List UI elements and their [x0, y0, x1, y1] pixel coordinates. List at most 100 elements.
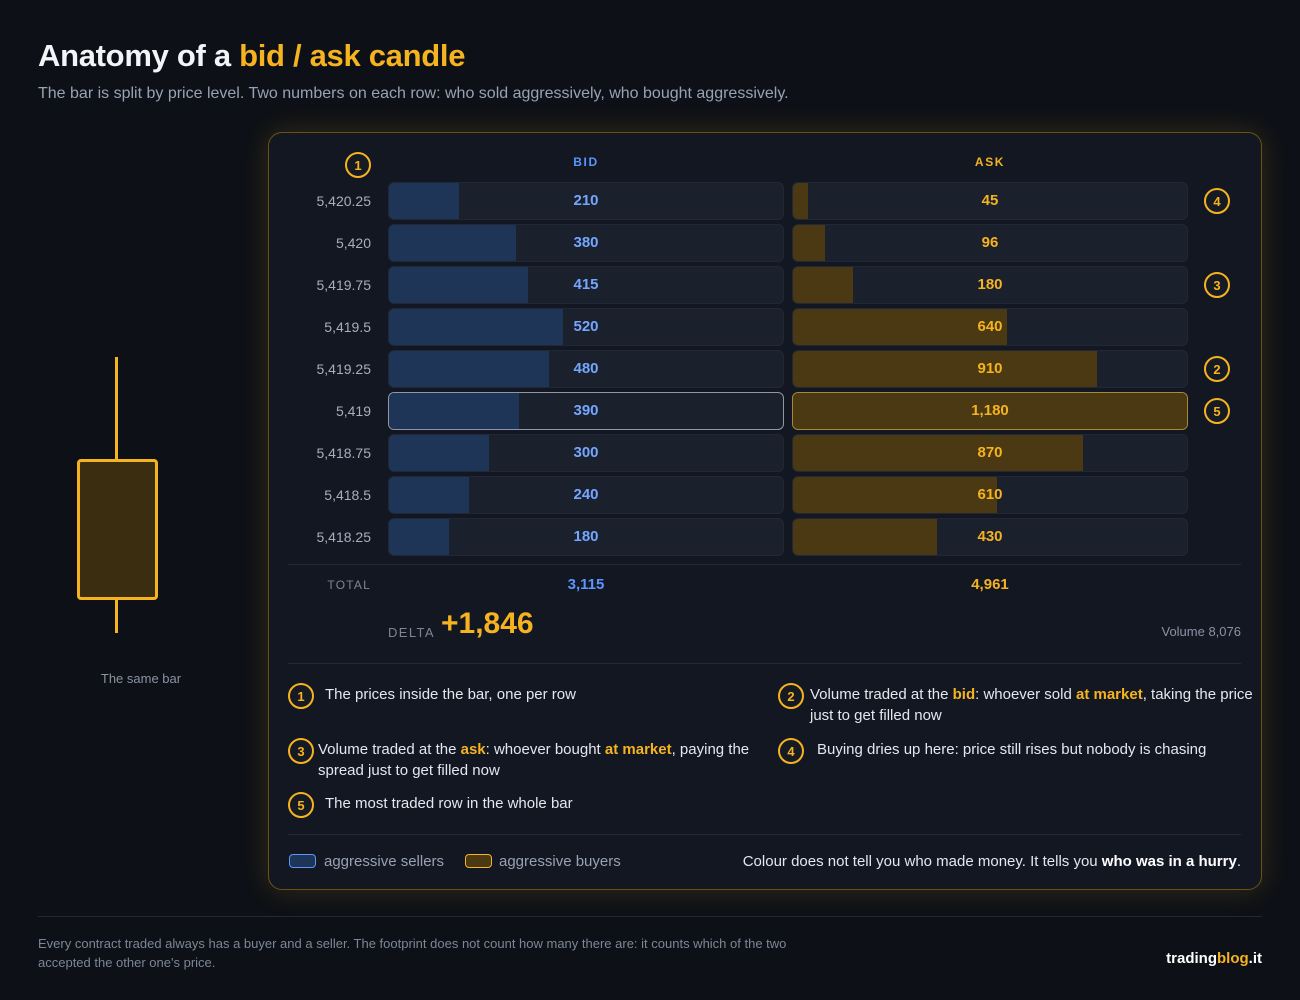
ask-volume-bar	[793, 183, 808, 219]
badge-5: 5	[1204, 398, 1230, 424]
candle-lower-wick	[115, 598, 118, 633]
ask-volume-value: 45	[981, 192, 999, 209]
totals-divider	[288, 564, 1241, 565]
ask-volume-bar	[793, 267, 853, 303]
tagline-bold: who was in a hurry	[1101, 853, 1237, 870]
notes-divider	[288, 663, 1241, 664]
bid-volume-bar	[389, 351, 549, 387]
bid-volume-bar	[389, 477, 469, 513]
price-row: 5,420 380 96	[288, 224, 1248, 262]
price-level: 5,419.25	[316, 361, 372, 377]
total-bid: 3,115	[567, 576, 605, 593]
note-badge-3: 3	[288, 738, 314, 764]
badge-4: 4	[1204, 188, 1230, 214]
title-accent: bid / ask candle	[239, 38, 466, 73]
brand-main: trading	[1166, 950, 1217, 967]
tagline-end: .	[1236, 853, 1241, 870]
legend-sellers: aggressive sellers	[324, 853, 445, 870]
brand-tld: .it	[1248, 950, 1262, 967]
ask-volume-cell: 180	[792, 266, 1188, 304]
ask-volume-bar	[793, 351, 1097, 387]
price-row: 5,419.5 520 640	[288, 308, 1248, 346]
brand-accent: blog	[1217, 950, 1249, 967]
note-fragment: Volume traded at the	[810, 686, 953, 703]
note-fragment: , paying the spread just to get filled n…	[318, 741, 750, 779]
price-row: 5,419.75 415 180 3	[288, 266, 1248, 304]
total-ask: 4,961	[971, 576, 1009, 593]
price-row: 5,419.25 480 910 2	[288, 350, 1248, 388]
note-highlight: bid	[952, 686, 976, 703]
bid-volume-cell: 180	[388, 518, 784, 556]
bid-volume-bar	[389, 309, 563, 345]
badge-2: 2	[1204, 356, 1230, 382]
brand-logo: tradingblog.it	[1166, 950, 1262, 967]
bid-volume-cell: 380	[388, 224, 784, 262]
candle-caption: The same bar	[100, 671, 182, 686]
note-badge-1: 1	[288, 683, 314, 709]
price-level: 5,420.25	[316, 193, 372, 209]
ask-volume-cell: 910	[792, 350, 1188, 388]
badge-prices: 1	[345, 152, 371, 178]
note-badge-2: 2	[778, 683, 804, 709]
tagline: Colour does not tell you who made money.…	[743, 853, 1241, 870]
price-level: 5,418.75	[316, 445, 372, 461]
price-row: 5,418.25 180 430	[288, 518, 1248, 556]
bid-volume-value: 210	[573, 192, 599, 209]
bid-volume-value: 415	[573, 276, 599, 293]
bid-volume-value: 480	[573, 360, 599, 377]
footer-divider	[38, 916, 1262, 917]
ask-volume-value: 430	[977, 528, 1003, 545]
ask-volume-bar	[793, 519, 937, 555]
bid-volume-cell: 480	[388, 350, 784, 388]
price-level: 5,419.75	[316, 277, 372, 293]
bid-volume-bar	[389, 225, 516, 261]
candle-body	[77, 459, 158, 600]
bid-volume-value: 300	[573, 444, 599, 461]
bid-volume-bar	[389, 183, 459, 219]
bid-column-header: BID	[573, 155, 599, 169]
volume-total: Volume 8,076	[1161, 624, 1241, 639]
ask-volume-bar	[793, 309, 1007, 345]
ask-volume-cell: 430	[792, 518, 1188, 556]
note-highlight: at market	[1076, 686, 1143, 703]
delta-label: DELTA	[388, 625, 435, 640]
note-fragment: Buying dries up here: price still rises …	[817, 741, 1207, 758]
bid-volume-bar	[389, 435, 489, 471]
bid-volume-bar	[389, 267, 528, 303]
badge-3: 3	[1204, 272, 1230, 298]
ask-volume-value: 640	[977, 318, 1003, 335]
price-level: 5,418.5	[324, 487, 371, 503]
tagline-text: Colour does not tell you who made money.…	[742, 853, 1102, 870]
footnote: Every contract traded always has a buyer…	[38, 936, 787, 970]
ask-volume-bar	[793, 393, 1187, 429]
price-row: 5,420.25 210 45 4	[288, 182, 1248, 220]
note-highlight: at market	[604, 741, 672, 758]
delta-value: +1,846	[441, 607, 534, 640]
note-badge-5: 5	[288, 792, 314, 818]
ask-volume-value: 180	[977, 276, 1003, 293]
bid-volume-value: 180	[573, 528, 599, 545]
candle-upper-wick	[115, 357, 118, 461]
note-fragment: : whoever sold	[975, 686, 1076, 703]
bid-volume-value: 380	[573, 234, 599, 251]
legend-swatch-sellers	[289, 854, 316, 868]
ask-volume-cell: 870	[792, 434, 1188, 472]
ask-volume-cell: 96	[792, 224, 1188, 262]
ask-volume-cell: 610	[792, 476, 1188, 514]
ask-volume-bar	[793, 477, 997, 513]
ask-volume-bar	[793, 225, 825, 261]
note-fragment: The most traded row in the whole bar	[325, 795, 573, 812]
title-prefix: Anatomy of a	[38, 38, 240, 73]
bid-volume-cell: 390	[388, 392, 784, 430]
legend-buyers: aggressive buyers	[499, 853, 621, 870]
legend-swatch-buyers	[465, 854, 492, 868]
note-highlight: ask	[460, 741, 486, 758]
bid-volume-value: 240	[573, 486, 599, 503]
bid-volume-cell: 520	[388, 308, 784, 346]
note-badge-4: 4	[778, 738, 804, 764]
legend-divider	[288, 834, 1241, 835]
ask-volume-cell: 640	[792, 308, 1188, 346]
note-fragment: The prices inside the bar, one per row	[325, 686, 576, 703]
bid-volume-bar	[389, 519, 449, 555]
bid-volume-value: 390	[573, 402, 599, 419]
